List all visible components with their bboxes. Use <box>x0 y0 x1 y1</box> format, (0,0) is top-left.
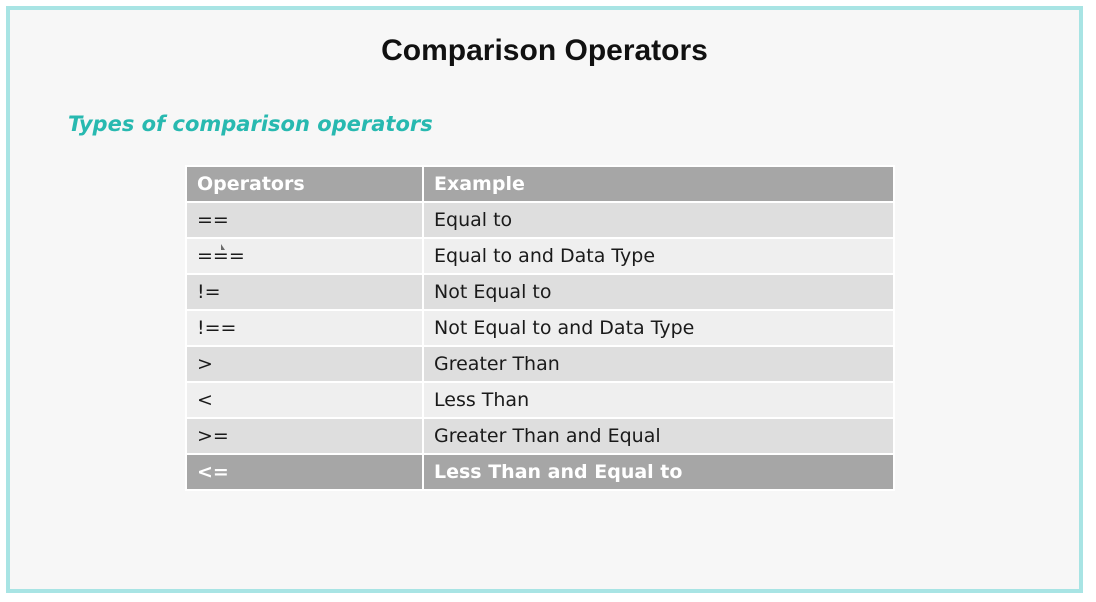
operator-cell: < <box>185 381 424 419</box>
example-cell: Not Equal to <box>422 273 895 311</box>
operator-cell: != <box>185 273 424 311</box>
table-row: == Equal to <box>185 201 895 239</box>
table-row: !== Not Equal to and Data Type <box>185 309 895 347</box>
example-cell: Greater Than <box>422 345 895 383</box>
slide-subtitle: Types of comparison operators <box>68 112 433 136</box>
operator-cell: == <box>185 201 424 239</box>
table-row: <= Less Than and Equal to <box>185 453 895 491</box>
example-cell: Less Than and Equal to <box>422 453 895 491</box>
slide-title: Comparison Operators <box>381 34 708 67</box>
example-cell: Equal to <box>422 201 895 239</box>
table-row: >= Greater Than and Equal <box>185 417 895 455</box>
example-cell: Not Equal to and Data Type <box>422 309 895 347</box>
table-row: > Greater Than <box>185 345 895 383</box>
operator-cell: > <box>185 345 424 383</box>
operator-cell: === <box>185 237 424 275</box>
header-example: Example <box>422 165 895 203</box>
table-row: < Less Than <box>185 381 895 419</box>
operators-table: Operators Example == Equal to === Equal … <box>185 165 895 491</box>
operator-cell: !== <box>185 309 424 347</box>
mouse-pointer-icon <box>221 244 225 250</box>
operator-cell: <= <box>185 453 424 491</box>
header-operators: Operators <box>185 165 424 203</box>
table-row: != Not Equal to <box>185 273 895 311</box>
example-cell: Less Than <box>422 381 895 419</box>
table-row: === Equal to and Data Type <box>185 237 895 275</box>
example-cell: Equal to and Data Type <box>422 237 895 275</box>
example-cell: Greater Than and Equal <box>422 417 895 455</box>
table-header-row: Operators Example <box>185 165 895 203</box>
operator-cell: >= <box>185 417 424 455</box>
